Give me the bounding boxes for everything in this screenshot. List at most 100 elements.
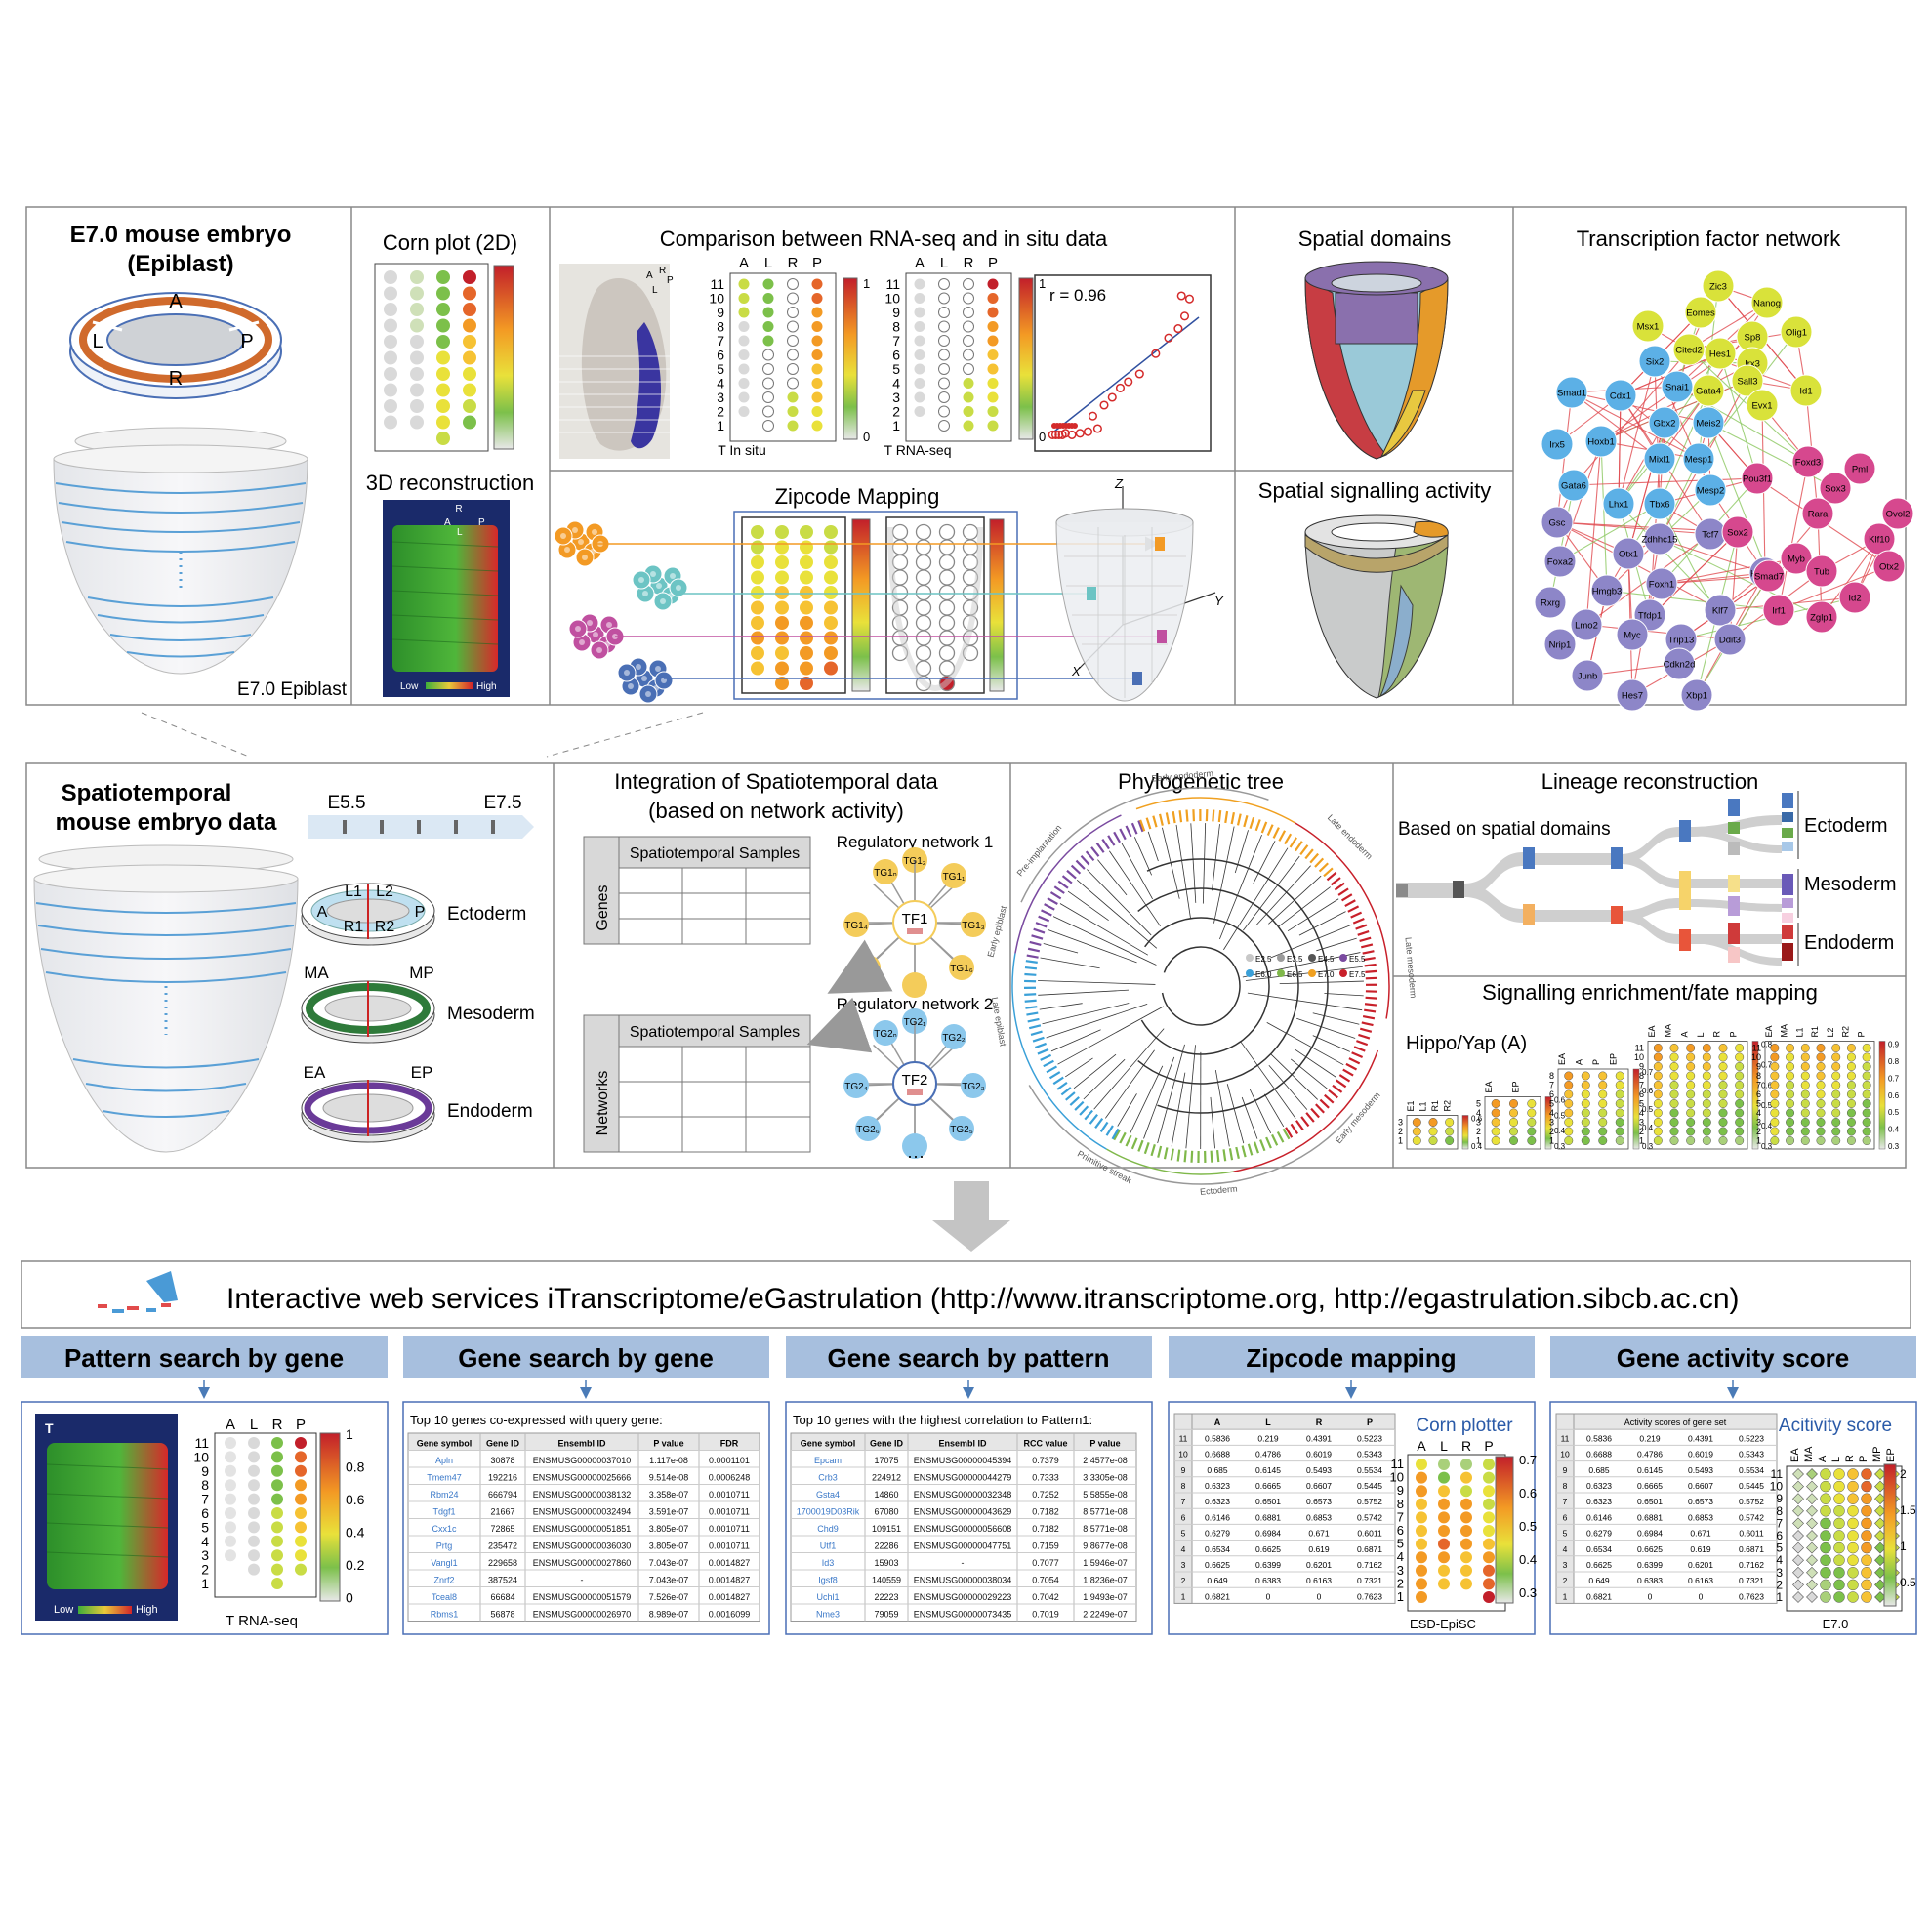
- gene-symbol-link[interactable]: 1700019D03Rik: [797, 1507, 860, 1517]
- phylo-leaf: [1271, 1133, 1279, 1146]
- gene-symbol-link[interactable]: Rbms1: [431, 1610, 459, 1620]
- network-target-label: TG2₁: [904, 1017, 926, 1028]
- insitu-dot: [787, 349, 799, 361]
- scatter-point: [1075, 429, 1085, 438]
- zipcode-empty-dot: [938, 644, 956, 662]
- enrich-dot: [1786, 1118, 1795, 1127]
- gene-symbol-link[interactable]: Rbm24: [430, 1490, 458, 1500]
- gene-symbol-link[interactable]: Epcam: [814, 1456, 842, 1465]
- phylo-legend-label: E7.5: [1349, 970, 1366, 979]
- tab-label[interactable]: Gene search by gene: [458, 1343, 714, 1373]
- score-table-cell: 0.6871: [1739, 1544, 1764, 1554]
- scatter-point: [1072, 423, 1078, 429]
- zipcode-cone-outline: [887, 526, 983, 692]
- gene-symbol-link[interactable]: Id3: [822, 1558, 835, 1568]
- phylo-cluster-arc: [1233, 1049, 1379, 1172]
- gene-symbol-link[interactable]: Prtg: [436, 1541, 453, 1551]
- enrich-dot: [1718, 1136, 1728, 1145]
- ga-diamond: [1806, 1480, 1818, 1493]
- network-ellipsis: ···: [907, 1146, 925, 1166]
- phylo-leaf: [1084, 1109, 1093, 1121]
- orange-cell-nucleus: [582, 555, 588, 560]
- insitu-dot: [811, 335, 823, 347]
- gene-symbol-link[interactable]: Chd9: [817, 1524, 839, 1534]
- pattern-row-label: 8: [201, 1477, 209, 1493]
- score-table-cell: 0.6146: [1586, 1512, 1612, 1522]
- tf-edge: [1778, 461, 1809, 611]
- phylo-leaf: [1284, 833, 1293, 845]
- gene-symbol-link[interactable]: Tdgf1: [432, 1507, 455, 1517]
- gene-symbol-link[interactable]: Gsta4: [816, 1490, 840, 1500]
- phylo-leaf: [1236, 813, 1242, 826]
- phylo-leaf: [1125, 1134, 1132, 1147]
- phylo-cluster-label: Early mesoderm: [1334, 1090, 1382, 1146]
- network-target-node: [843, 912, 869, 937]
- gene-symbol-link[interactable]: Znrf2: [433, 1576, 454, 1585]
- enrich-dot: [1735, 1052, 1745, 1062]
- gene-symbol-link[interactable]: Utf1: [820, 1541, 837, 1551]
- gene-symbol-link[interactable]: Apln: [435, 1456, 453, 1465]
- zm-col-label: A: [1417, 1438, 1426, 1454]
- corn-dot: [410, 335, 424, 349]
- pattern-gene-label: T: [45, 1420, 54, 1436]
- tf-node: [1570, 608, 1603, 641]
- phylo-branch: [1130, 1065, 1164, 1133]
- scatter-point: [1151, 349, 1161, 358]
- enrich-scale-label: 0.6: [1554, 1096, 1566, 1105]
- gene-symbol-link[interactable]: Tceal8: [432, 1592, 457, 1602]
- ga-dot: [1847, 1493, 1859, 1504]
- corn-dot: [384, 303, 397, 316]
- network-target-node: [902, 1133, 927, 1159]
- gene-symbol-link[interactable]: Igsf8: [818, 1576, 838, 1585]
- zm-scale-label: 0.6: [1519, 1486, 1537, 1500]
- network-target-node: [941, 863, 966, 888]
- tf-node-label: Tfdp1: [1638, 611, 1662, 622]
- gene-symbol-link[interactable]: Uchl1: [816, 1592, 839, 1602]
- tab-label[interactable]: Zipcode mapping: [1246, 1343, 1456, 1373]
- tf-node: [1534, 586, 1567, 619]
- enrich-dot: [1702, 1044, 1711, 1052]
- score-table-cell: 0.5836: [1586, 1433, 1612, 1443]
- table-cell: -: [962, 1558, 965, 1568]
- corn-dot: [436, 350, 450, 365]
- tab-label[interactable]: Gene activity score: [1617, 1343, 1849, 1373]
- table-cell: 3.3305e-08: [1083, 1473, 1128, 1483]
- enrich-col-label: A: [1575, 1059, 1584, 1065]
- network-tf-node: [892, 1061, 937, 1106]
- phylo-branch: [1190, 823, 1197, 903]
- tf-node: [1741, 462, 1774, 495]
- gene-symbol-link[interactable]: Tmem47: [427, 1473, 462, 1483]
- corn-dot: [463, 367, 476, 381]
- tab-label[interactable]: Gene search by pattern: [828, 1343, 1110, 1373]
- pattern-dot: [295, 1535, 307, 1547]
- gene-symbol-link[interactable]: Vangl1: [431, 1558, 457, 1568]
- lineage-node: [1782, 828, 1793, 838]
- score-table-cell: 0.5445: [1739, 1481, 1764, 1491]
- ga-col-label: MP: [1871, 1447, 1883, 1463]
- network-target-node: [855, 1116, 881, 1141]
- gene-symbol-link[interactable]: Crb3: [818, 1473, 838, 1483]
- insitu-dot: [811, 307, 823, 318]
- table-cell: 30878: [490, 1456, 514, 1465]
- gene-symbol-link[interactable]: Cxx1c: [432, 1524, 457, 1534]
- axis-z: Z: [1114, 476, 1124, 491]
- phylo-leaf: [1038, 915, 1050, 923]
- table-cell: 22223: [874, 1592, 898, 1602]
- enrich-dot: [1653, 1099, 1663, 1108]
- ga-dot: [1861, 1541, 1872, 1554]
- score-table-header-cell: R: [1316, 1418, 1323, 1427]
- pattern-dot: [248, 1451, 260, 1463]
- insitu-dot: [738, 321, 750, 332]
- enrich-dot: [1491, 1136, 1500, 1145]
- phylo-leaf: [1165, 812, 1171, 825]
- enrich-dot: [1770, 1127, 1780, 1136]
- table-cell: 0.0014827: [709, 1558, 751, 1568]
- tab-label[interactable]: Pattern search by gene: [64, 1343, 344, 1373]
- tf-node: [1643, 442, 1676, 475]
- score-table-cell: 0.6145: [1637, 1465, 1663, 1475]
- phylo-legend-swatch: [1339, 969, 1347, 977]
- gene-symbol-link[interactable]: Nme3: [816, 1610, 840, 1620]
- phylo-cluster-arc: [1020, 787, 1269, 903]
- phylo-leaf: [1357, 930, 1370, 936]
- phylo-branch: [1039, 1003, 1083, 1010]
